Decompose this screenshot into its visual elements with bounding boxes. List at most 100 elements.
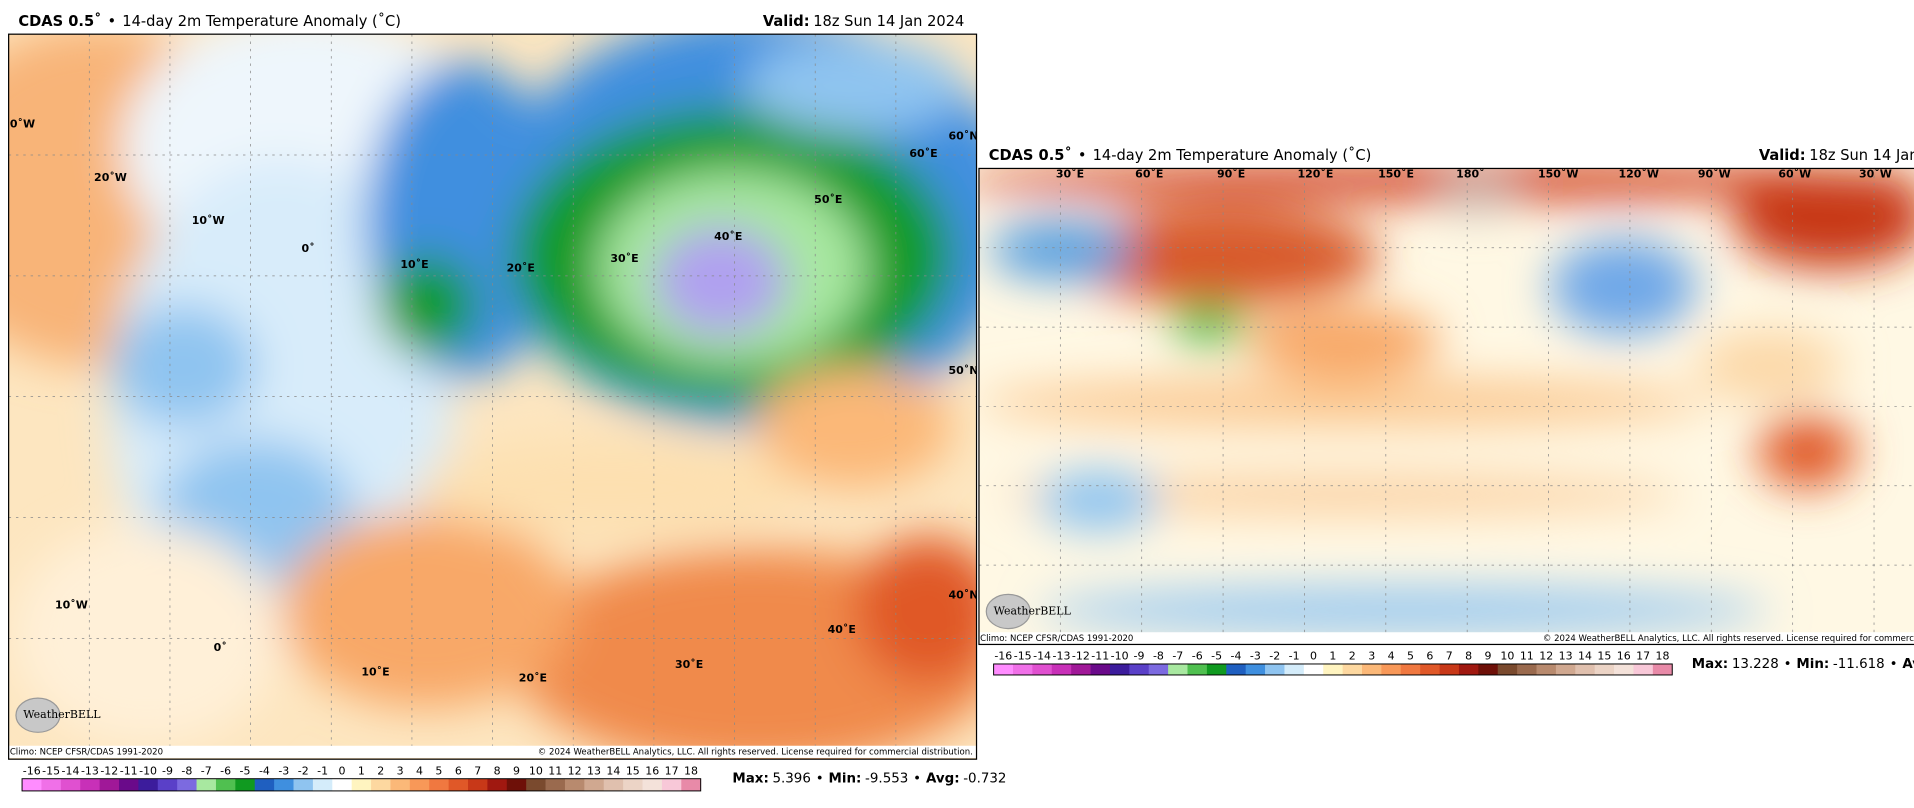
colorbar-cell: [1478, 663, 1499, 675]
anomaly-field: [8, 34, 977, 760]
colorbar-cell: [1284, 663, 1305, 675]
colorbar-cell: [1303, 663, 1324, 675]
colorbar-cell: [506, 778, 527, 791]
colorbar-label: 15: [626, 764, 640, 777]
anomaly-region: [12, 524, 281, 745]
colorbar-cell: [661, 778, 682, 791]
colorbar-label: 18: [1656, 650, 1670, 663]
colorbar-label: -2: [298, 764, 309, 777]
colorbar-cell: [1517, 663, 1537, 675]
stat-label: Min:: [829, 772, 862, 787]
anomaly-region: [280, 512, 574, 708]
colorbar-cell: [332, 778, 353, 791]
grid-label: 0˚W: [10, 117, 35, 130]
colorbar-label: -5: [240, 764, 251, 777]
map: 30˚E 60˚E 90˚E 120˚E 150˚E 180˚ 150˚W 120˚W 90˚W…: [978, 168, 1914, 645]
colorbar-label: -8: [1153, 650, 1164, 663]
logo: WeatherBELL: [994, 604, 1072, 617]
anomaly-region: [756, 366, 953, 489]
anomaly-region: [744, 36, 965, 135]
anomaly-region: [109, 305, 257, 428]
map-title: 14-day 2m Temperature Anomaly (˚C): [122, 13, 401, 30]
colorbar-cell: [1342, 663, 1363, 675]
anomaly-region: [1757, 414, 1856, 489]
model-name: CDAS 0.5˚: [18, 13, 101, 30]
colorbar-label: -4: [1231, 650, 1242, 663]
valid-time: Valid:18z Sun 14 Jan 2024: [1759, 147, 1914, 164]
colorbar-label: 7: [474, 764, 481, 777]
colorbar-label: 3: [397, 764, 404, 777]
separator: •: [1784, 657, 1792, 672]
grid-label: 10˚W: [55, 598, 88, 611]
colorbar-label: 15: [1597, 650, 1611, 663]
anomaly-region: [1037, 469, 1160, 531]
colorbar-label: -16: [23, 764, 41, 777]
logo-badge: [985, 593, 1031, 630]
colorbar-label: 8: [494, 764, 501, 777]
colorbar-cell: [1245, 663, 1266, 675]
colorbar-cell: [235, 778, 256, 791]
anomaly-region: [378, 256, 477, 354]
colorbar-label: -15: [1014, 650, 1032, 663]
colorbar-label: 17: [1636, 650, 1650, 663]
grid-label: 50˚N: [948, 364, 978, 377]
colorbar-label: 3: [1368, 650, 1375, 663]
colorbar-border: [21, 778, 702, 792]
anomaly-region: [1037, 585, 1770, 635]
grid-label: 150˚E: [1378, 168, 1414, 181]
stat-value: 5.396: [772, 772, 810, 787]
colorbar-cell: [1168, 663, 1188, 675]
colorbar-cell: [1614, 663, 1634, 675]
colorbar-cell: [584, 778, 605, 791]
valid-value: 18z Sun 14 Jan 2024: [813, 13, 964, 30]
colorbar-cell: [1536, 663, 1557, 675]
colorbar-cell: [1652, 663, 1673, 675]
colorbar-label: 4: [1388, 650, 1395, 663]
colorbar-cell: [274, 778, 294, 791]
colorbar-cell: [1129, 663, 1150, 675]
anomaly-region: [653, 225, 788, 336]
colorbar-label: 13: [1559, 650, 1573, 663]
colorbar-cell: [564, 778, 585, 791]
separator: •: [913, 772, 921, 787]
stats: Max:13.228•Min:-11.618•Avg:0.2: [1692, 657, 1914, 672]
colorbar-label: 8: [1465, 650, 1472, 663]
colorbar-cell: [22, 778, 42, 791]
colorbar-label: -11: [120, 764, 138, 777]
colorbar-cell: [1323, 663, 1343, 675]
colorbar-cell: [1381, 663, 1402, 675]
colorbar-label: -14: [1033, 650, 1051, 663]
colorbar-cell: [1187, 663, 1208, 675]
colorbar-label: -14: [62, 764, 80, 777]
map-title: 14-day 2m Temperature Anomaly (˚C): [1093, 147, 1372, 164]
grid-label: 10˚E: [361, 666, 389, 679]
colorbar-cell: [371, 778, 391, 791]
grid-label: 0˚: [214, 641, 227, 654]
colorbar-cell: [1206, 663, 1227, 675]
stat-label: Avg:: [926, 772, 960, 787]
anomaly-region: [1245, 305, 1441, 379]
colorbar-label: -4: [259, 764, 270, 777]
grid-label: 90˚E: [1217, 168, 1245, 181]
colorbar-cell: [1575, 663, 1596, 675]
stat-value: -0.732: [963, 772, 1006, 787]
colorbar-label: 0: [1310, 650, 1317, 663]
grid-label: 90˚W: [1698, 168, 1731, 181]
map-border: [978, 167, 1914, 646]
colorbar-cell: [603, 778, 624, 791]
grid-label: 60˚E: [1135, 168, 1163, 181]
grid-label: 30˚W: [1859, 168, 1892, 181]
colorbar-label: 17: [665, 764, 679, 777]
colorbar-cell: [177, 778, 197, 791]
colorbar-label: -6: [220, 764, 231, 777]
colorbar-label: -1: [317, 764, 328, 777]
separator: •: [816, 772, 824, 787]
stat-value: 13.228: [1732, 657, 1779, 672]
grid-label: 60˚E: [909, 147, 937, 160]
model-name: CDAS 0.5˚: [989, 147, 1072, 164]
anomaly-region: [978, 378, 1709, 428]
colorbar-label: 18: [684, 764, 698, 777]
colorbar-label: 12: [1539, 650, 1553, 663]
colorbar-cell: [1032, 663, 1053, 675]
